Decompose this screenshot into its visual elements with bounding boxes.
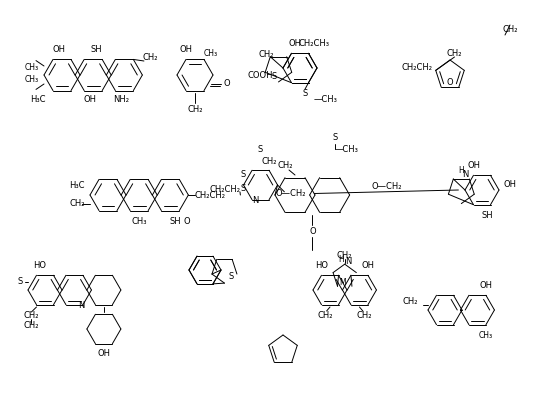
Text: OH: OH — [361, 260, 374, 270]
Text: CH₃: CH₃ — [131, 217, 147, 226]
Text: S: S — [332, 133, 337, 142]
Text: CH₃: CH₃ — [25, 75, 39, 84]
Text: N: N — [346, 257, 352, 266]
Text: O: O — [309, 226, 316, 235]
Text: NH₂: NH₂ — [113, 95, 129, 104]
Text: S: S — [302, 89, 308, 98]
Text: CH₂: CH₂ — [447, 49, 462, 58]
Text: S: S — [271, 72, 277, 81]
Text: S: S — [258, 146, 263, 155]
Text: O: O — [223, 80, 230, 89]
Text: CH₂: CH₂ — [337, 251, 353, 259]
Text: CH₂CH₂: CH₂CH₂ — [209, 186, 240, 195]
Text: OH: OH — [84, 95, 96, 104]
Text: N: N — [78, 301, 84, 310]
Text: O: O — [183, 217, 190, 226]
Text: CH₂: CH₂ — [317, 310, 332, 319]
Text: CH₃: CH₃ — [25, 62, 39, 71]
Text: OH: OH — [467, 160, 480, 169]
Text: O: O — [447, 78, 453, 87]
Text: OH: OH — [288, 38, 301, 47]
Text: H: H — [338, 255, 343, 264]
Text: CH₂: CH₂ — [258, 50, 274, 59]
Text: O—CH₂: O—CH₂ — [371, 182, 402, 191]
Text: CH₂: CH₂ — [403, 297, 418, 306]
Text: S: S — [18, 277, 23, 286]
Text: S: S — [228, 272, 234, 281]
Text: SH: SH — [90, 46, 102, 55]
Text: HO: HO — [315, 260, 328, 270]
Text: OH: OH — [98, 350, 111, 359]
Text: CH₂: CH₂ — [357, 310, 372, 319]
Text: COOH: COOH — [248, 71, 273, 80]
Text: CH₃: CH₃ — [204, 49, 218, 58]
Text: CH₂: CH₂ — [142, 53, 158, 62]
Text: SH: SH — [170, 217, 181, 226]
Text: CH₂: CH₂ — [277, 160, 293, 169]
Text: S: S — [240, 170, 245, 179]
Text: CH₂: CH₂ — [187, 104, 203, 113]
Text: —CH₃: —CH₃ — [313, 95, 337, 104]
Text: —CH₃: —CH₃ — [335, 146, 359, 155]
Text: M: M — [340, 278, 346, 287]
Text: CH₂: CH₂ — [23, 310, 39, 319]
Text: OH: OH — [480, 281, 493, 290]
Text: OH: OH — [179, 46, 192, 55]
Text: CH₂: CH₂ — [261, 157, 277, 166]
Text: OH: OH — [52, 46, 65, 55]
Text: CH₂CH₃: CH₂CH₃ — [298, 38, 329, 47]
Text: OH: OH — [504, 180, 517, 189]
Text: CH₃: CH₃ — [479, 330, 493, 339]
Text: N: N — [252, 196, 259, 205]
Text: S: S — [240, 184, 245, 193]
Text: H₃C: H₃C — [70, 182, 85, 191]
Text: SH: SH — [481, 211, 493, 220]
Text: H₃C: H₃C — [31, 95, 46, 104]
Text: CH₂: CH₂ — [23, 321, 39, 330]
Text: CH₂: CH₂ — [70, 200, 85, 208]
Text: CH₂CH₂: CH₂CH₂ — [195, 191, 226, 200]
Text: N: N — [462, 170, 469, 179]
Text: H: H — [458, 166, 464, 175]
Text: O—CH₂: O—CH₂ — [276, 189, 306, 198]
Text: CH₂CH₂: CH₂CH₂ — [402, 63, 433, 72]
Text: CH₂: CH₂ — [502, 25, 518, 35]
Text: HO: HO — [33, 260, 46, 270]
